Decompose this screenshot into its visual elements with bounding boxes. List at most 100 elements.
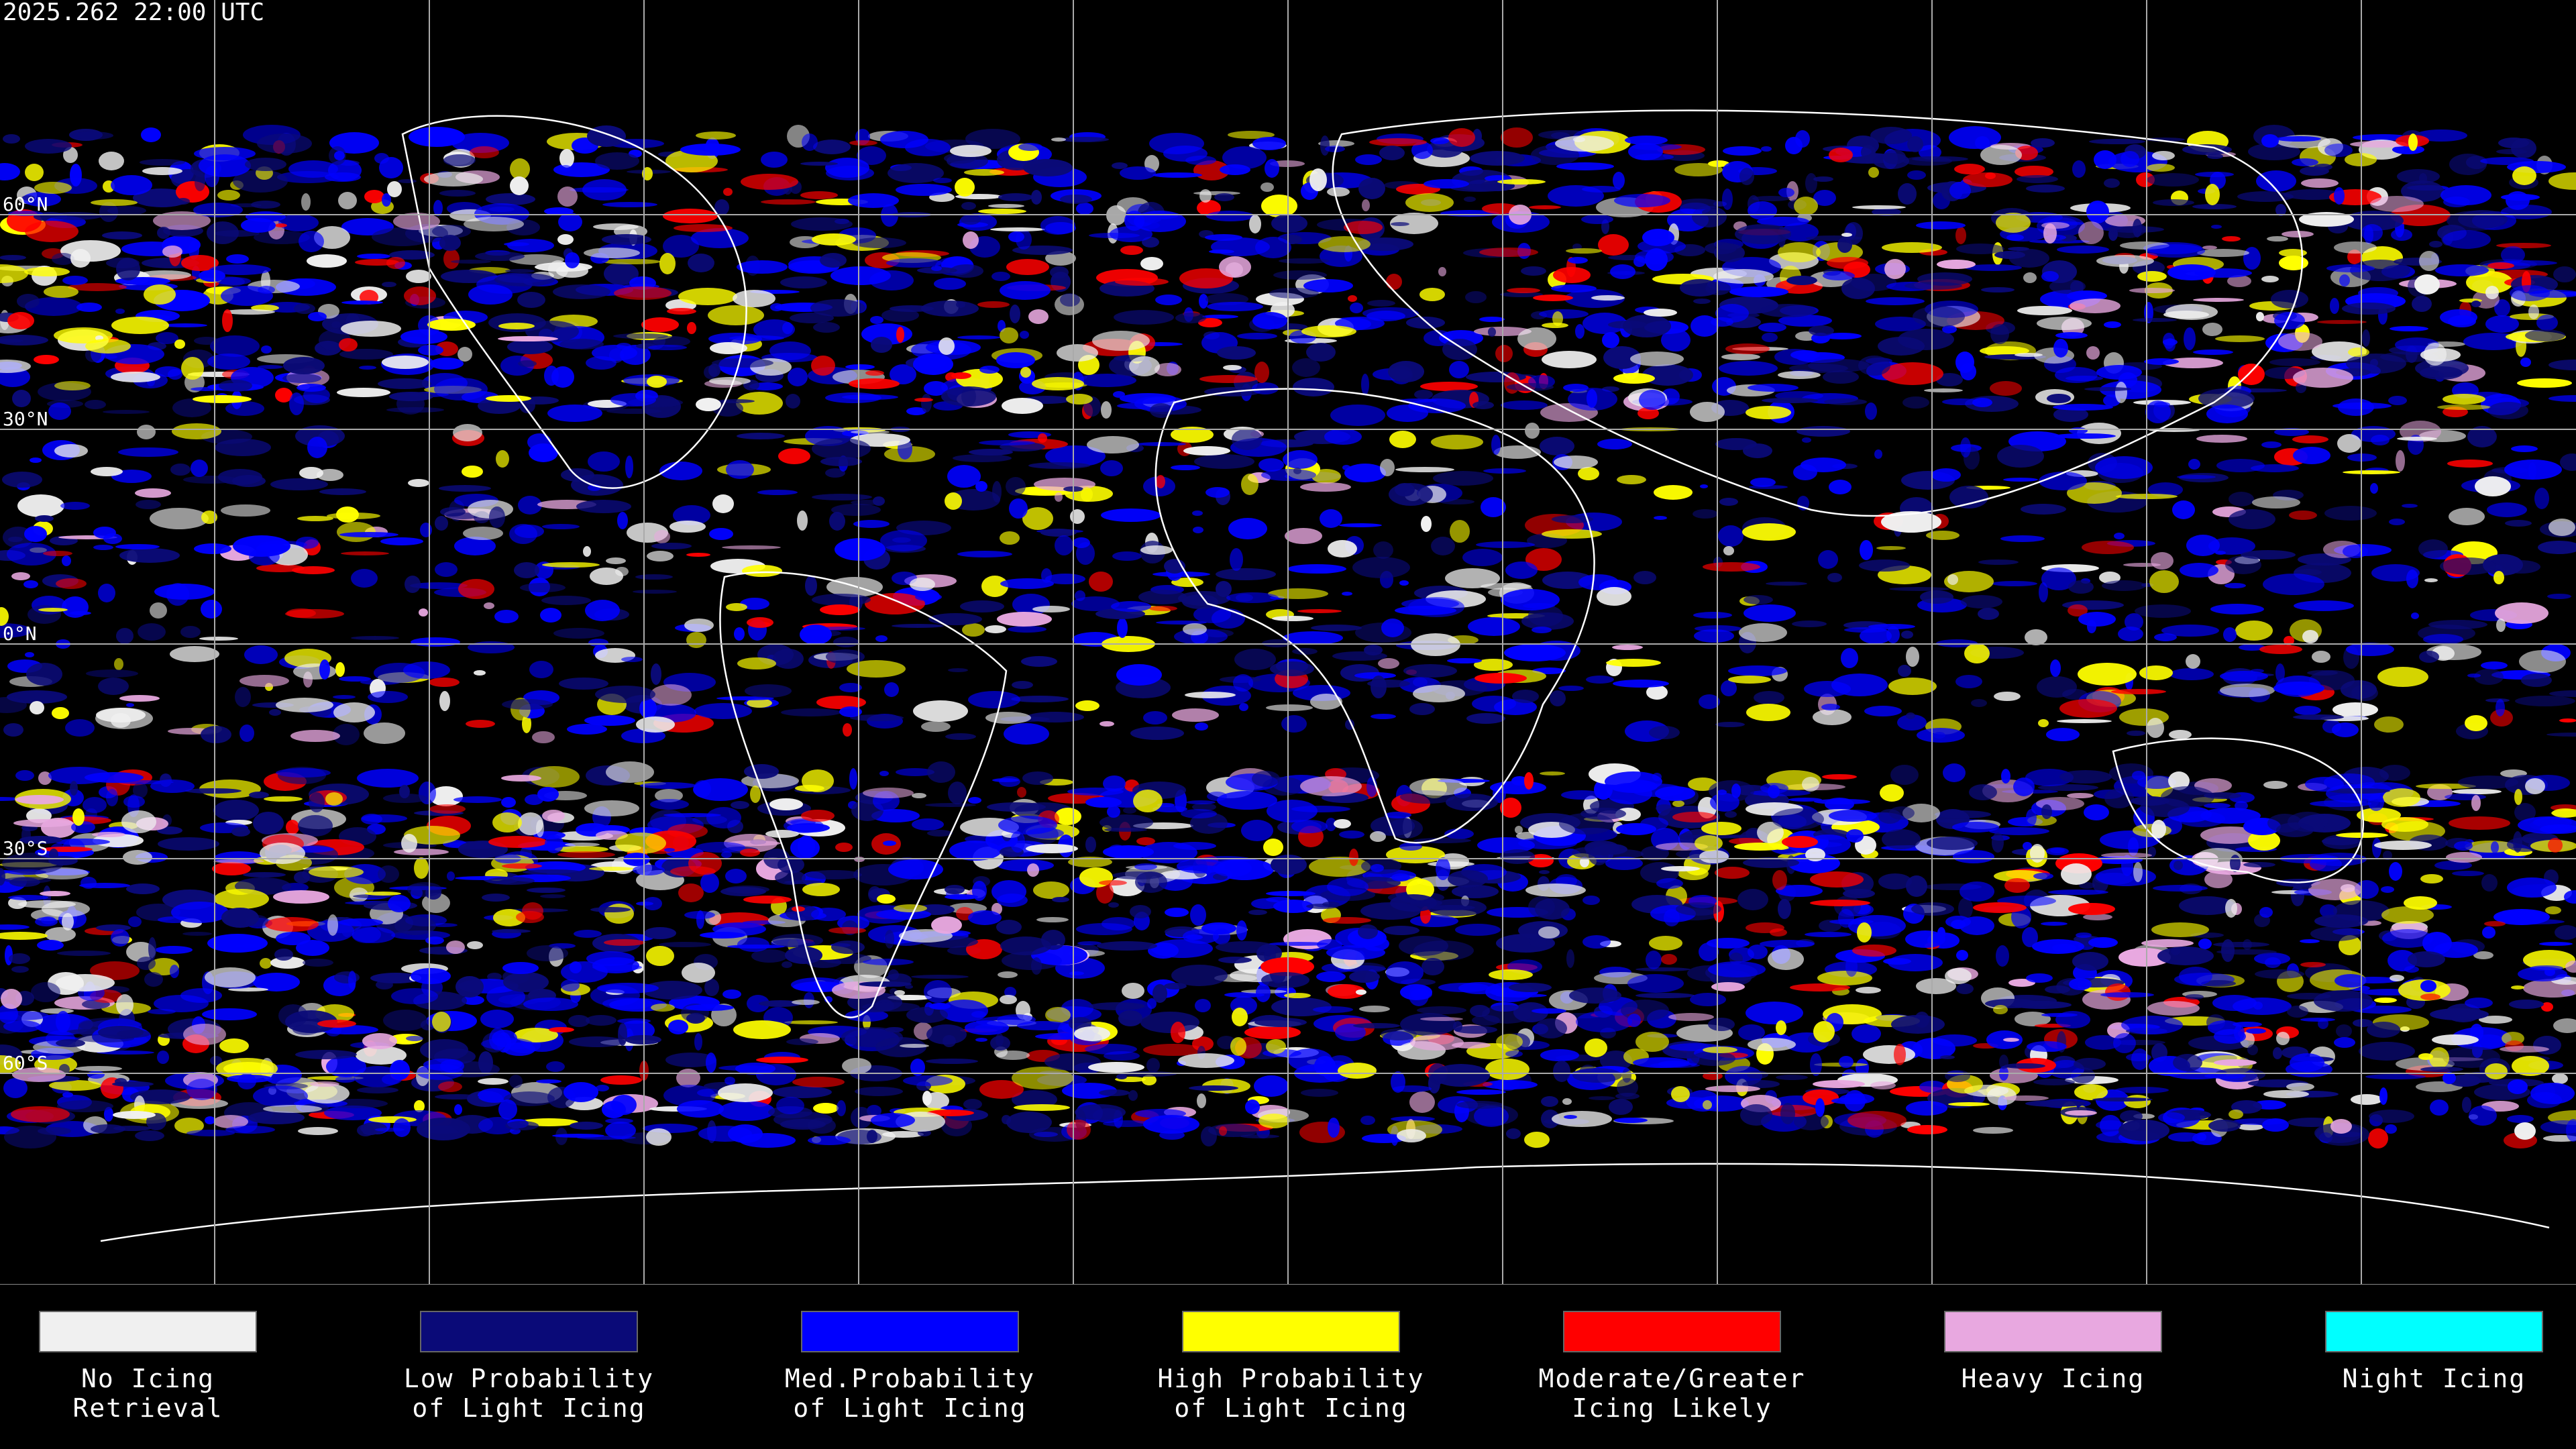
- icing-patch: [1572, 847, 1599, 858]
- icing-patch: [1465, 291, 1487, 303]
- icing-patch: [1134, 211, 1186, 232]
- icing-patch: [769, 341, 811, 360]
- icing-patch: [2225, 899, 2237, 918]
- icing-patch: [2179, 896, 2235, 915]
- icing-patch: [289, 392, 304, 415]
- icing-patch: [1902, 804, 1940, 822]
- icing-patch: [1942, 325, 1957, 333]
- icing-patch: [1890, 765, 1919, 785]
- icing-patch: [1616, 823, 1656, 835]
- icing-patch: [2172, 500, 2195, 519]
- icing-patch: [2015, 166, 2053, 178]
- icing-patch: [1410, 1034, 1464, 1051]
- icing-patch: [929, 1003, 951, 1010]
- icing-patch: [2208, 1120, 2241, 1132]
- icing-patch: [2127, 731, 2145, 736]
- icing-patch: [2443, 1072, 2456, 1084]
- icing-patch: [383, 794, 427, 803]
- icing-patch: [2259, 907, 2273, 918]
- icing-patch: [1964, 643, 1990, 663]
- icing-patch: [2379, 1087, 2387, 1105]
- icing-patch: [38, 771, 52, 785]
- icing-patch: [1446, 794, 1498, 811]
- icing-patch: [2256, 170, 2296, 192]
- icing-patch: [1715, 867, 1750, 879]
- icing-patch: [1421, 516, 1432, 532]
- icing-patch: [1327, 877, 1368, 896]
- icing-patch: [2188, 459, 2200, 470]
- icing-patch: [2343, 470, 2400, 474]
- icing-patch: [123, 850, 152, 865]
- icing-patch: [1778, 315, 1832, 327]
- icing-patch: [2400, 421, 2441, 442]
- icing-patch: [420, 523, 432, 537]
- icing-patch: [474, 670, 486, 676]
- icing-patch: [348, 971, 356, 989]
- icing-patch: [1146, 1058, 1160, 1073]
- icing-patch: [1192, 803, 1216, 811]
- icing-patch: [170, 646, 219, 662]
- icing-patch: [389, 250, 435, 260]
- icing-patch: [217, 190, 240, 201]
- icing-patch: [1762, 398, 1818, 403]
- icing-patch: [1823, 370, 1859, 384]
- icing-patch: [778, 448, 810, 464]
- icing-patch: [386, 257, 405, 269]
- icing-patch: [1438, 983, 1489, 992]
- legend-label: Heavy Icing: [1962, 1364, 2145, 1393]
- icing-patch: [1456, 1101, 1503, 1109]
- icing-patch: [1568, 257, 1588, 264]
- icing-patch: [1708, 1018, 1735, 1031]
- icing-patch: [1244, 1026, 1301, 1039]
- icing-patch: [1952, 822, 1999, 833]
- icing-patch: [722, 989, 741, 999]
- icing-patch: [1845, 957, 1858, 977]
- icing-patch: [1283, 450, 1318, 469]
- icing-patch: [1120, 393, 1176, 404]
- legend-label: Moderate/Greater: [1538, 1364, 1805, 1393]
- icing-patch: [2504, 460, 2562, 480]
- icing-patch: [56, 1011, 70, 1032]
- icing-patch: [529, 661, 553, 678]
- icing-patch: [651, 663, 661, 685]
- icing-patch: [2434, 861, 2472, 870]
- icing-patch: [91, 467, 123, 476]
- icing-patch: [1690, 315, 1719, 337]
- icing-patch: [2310, 800, 2371, 807]
- icing-patch: [2087, 620, 2096, 633]
- icing-patch: [1521, 266, 1546, 276]
- icing-patch: [2168, 1132, 2202, 1142]
- icing-patch: [1202, 315, 1238, 319]
- icing-patch: [2446, 852, 2482, 863]
- icing-patch: [1354, 672, 1396, 679]
- icing-patch: [454, 537, 496, 555]
- icing-patch: [741, 174, 798, 190]
- icing-patch: [2204, 1073, 2246, 1079]
- icing-patch: [1194, 454, 1254, 469]
- icing-patch: [12, 1067, 66, 1082]
- icing-patch: [180, 988, 222, 1003]
- icing-patch: [1000, 327, 1018, 343]
- icing-patch: [2538, 541, 2576, 554]
- icing-patch: [1656, 804, 1673, 812]
- icing-patch: [1171, 465, 1200, 470]
- icing-patch: [172, 398, 211, 417]
- icing-patch: [2334, 1037, 2355, 1048]
- icing-patch: [248, 1111, 305, 1124]
- icing-patch: [839, 706, 862, 717]
- icing-patch: [2248, 143, 2300, 160]
- icing-patch: [992, 481, 1002, 502]
- icing-patch: [2465, 998, 2493, 1008]
- icing-patch: [2120, 1110, 2143, 1122]
- icing-patch: [1760, 304, 1816, 317]
- icing-patch: [399, 785, 410, 798]
- icing-patch: [1468, 617, 1520, 636]
- icing-patch: [574, 930, 602, 938]
- icing-patch: [1507, 383, 1554, 391]
- icing-patch: [186, 1130, 235, 1136]
- icing-patch: [1597, 587, 1631, 606]
- icing-patch: [2151, 922, 2209, 937]
- icing-patch: [2145, 400, 2171, 423]
- icing-patch: [965, 1020, 1009, 1035]
- icing-patch: [333, 702, 375, 722]
